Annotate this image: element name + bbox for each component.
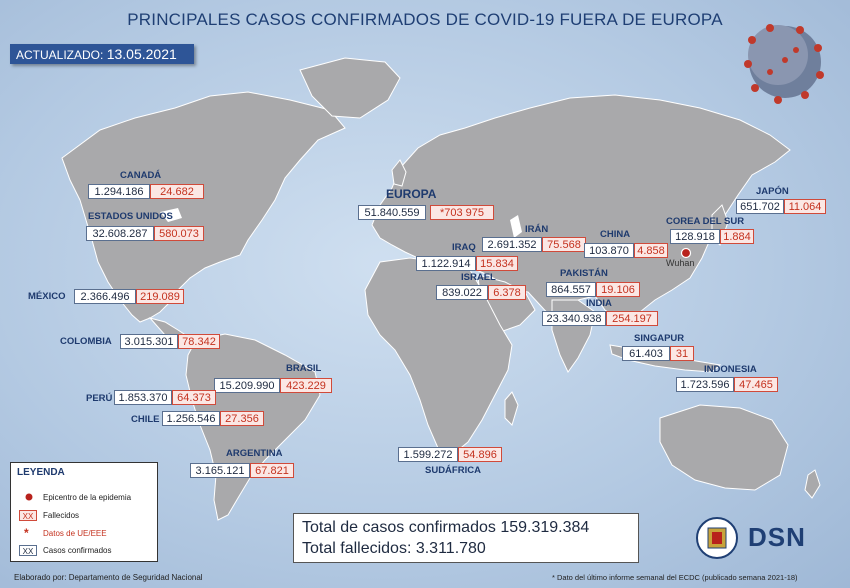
cases-singapur: 61.403	[622, 346, 670, 361]
cases-mexico: 2.366.496	[74, 289, 136, 304]
updated-label: ACTUALIZADO:	[16, 48, 104, 62]
region-name-india: INDIA	[586, 298, 612, 309]
africa-landmass	[364, 257, 513, 456]
cases-brasil: 15.209.990	[214, 378, 280, 393]
new-zealand-landmass	[804, 469, 821, 499]
cases-argentina: 3.165.121	[190, 463, 250, 478]
cases-sudafrica: 1.599.272	[398, 447, 458, 462]
deaths-singapur: 31	[670, 346, 694, 361]
deaths-sudafrica: 54.896	[458, 447, 502, 462]
region-name-pakistan: PAKISTÁN	[560, 268, 608, 279]
deaths-mexico: 219.089	[136, 289, 184, 304]
cases-indonesia: 1.723.596	[676, 377, 734, 392]
deaths-china: 4.858	[634, 243, 668, 258]
greenland-landmass	[299, 57, 401, 119]
deaths-usa: 580.073	[154, 226, 204, 241]
deaths-indonesia: 47.465	[734, 377, 778, 392]
australia-landmass	[659, 404, 789, 491]
north-america-landmass	[61, 91, 346, 323]
deaths-argentina: 67.821	[250, 463, 294, 478]
deaths-europa: *703 975	[430, 205, 494, 220]
region-name-argentina: ARGENTINA	[226, 448, 283, 459]
region-name-peru: PERÚ	[86, 393, 113, 404]
deaths-peru: 64.373	[172, 390, 216, 405]
deaths-chile: 27.356	[220, 411, 264, 426]
deaths-canada: 24.682	[150, 184, 204, 199]
cases-chile: 1.256.546	[162, 411, 220, 426]
deaths-pakistan: 19.106	[596, 282, 640, 297]
virus-illustration	[744, 24, 824, 104]
legend-deaths-swatch: XX	[19, 510, 37, 521]
cases-corea: 128.918	[670, 229, 720, 244]
cases-iran: 2.691.352	[482, 237, 542, 252]
cases-canada: 1.294.186	[88, 184, 150, 199]
region-name-canada: CANADÁ	[120, 170, 162, 181]
legend-cases-swatch: XX	[19, 545, 37, 556]
deaths-colombia: 78.342	[178, 334, 220, 349]
cases-europa: 51.840.559	[358, 205, 426, 220]
region-name-singapur: SINGAPUR	[634, 333, 685, 344]
cases-iraq: 1.122.914	[416, 256, 476, 271]
region-name-colombia: COLOMBIA	[60, 336, 112, 347]
south-america-landmass	[185, 333, 321, 521]
cases-israel: 839.022	[436, 285, 488, 300]
crest-logo	[696, 517, 738, 559]
region-name-brasil: BRASIL	[286, 363, 322, 374]
region-name-japon: JAPÓN	[756, 186, 789, 197]
wuhan-epicenter-dot	[680, 247, 692, 259]
updated-banner: ACTUALIZADO: 13.05.2021	[10, 44, 194, 64]
madagascar-landmass	[504, 391, 519, 426]
epicenter-legend-icon	[24, 492, 34, 502]
deaths-corea: 1.884	[720, 229, 754, 244]
legend-eu-label: Datos de UE/EEE	[43, 529, 107, 538]
region-name-usa: ESTADOS UNIDOS	[88, 211, 173, 222]
total-cases: Total de casos confirmados 159.319.384	[302, 519, 590, 536]
legend-eu-asterisk: *	[24, 526, 29, 540]
legend-panel: LEYENDA Epicentro de la epidemia XX Fall…	[10, 462, 158, 562]
region-name-indonesia: INDONESIA	[704, 364, 757, 375]
legend-cases-label: Casos confirmados	[43, 546, 112, 555]
totals-panel: Total de casos confirmados 159.319.384 T…	[293, 513, 639, 563]
cases-pakistan: 864.557	[546, 282, 596, 297]
deaths-iran: 75.568	[542, 237, 586, 252]
legend-epicenter-label: Epicentro de la epidemia	[43, 493, 132, 502]
map-title: PRINCIPALES CASOS CONFIRMADOS DE COVID-1…	[127, 10, 723, 29]
deaths-iraq: 15.834	[476, 256, 518, 271]
cases-india: 23.340.938	[542, 311, 606, 326]
updated-date: 13.05.2021	[106, 46, 177, 62]
total-deaths: Total fallecidos: 3.311.780	[302, 540, 486, 557]
region-name-iraq: IRAQ	[452, 242, 476, 253]
region-name-china: CHINA	[600, 229, 631, 240]
footer-credit: Elaborado por: Departamento de Seguridad…	[14, 573, 203, 582]
deaths-japon: 11.064	[784, 199, 826, 214]
cases-peru: 1.853.370	[114, 390, 172, 405]
legend-title: LEYENDA	[17, 467, 65, 478]
cases-colombia: 3.015.301	[120, 334, 178, 349]
footnote: * Dato del último informe semanal del EC…	[552, 573, 798, 582]
deaths-india: 254.197	[606, 311, 658, 326]
region-name-chile: CHILE	[131, 414, 160, 425]
cases-usa: 32.608.287	[86, 226, 154, 241]
cases-japon: 651.702	[736, 199, 784, 214]
wuhan-label: Wuhan	[666, 258, 695, 268]
deaths-brasil: 423.229	[280, 378, 332, 393]
deaths-israel: 6.378	[488, 285, 526, 300]
region-name-israel: ISRAEL	[461, 272, 496, 283]
cases-china: 103.870	[584, 243, 634, 258]
region-name-corea: COREA DEL SUR	[666, 216, 745, 227]
region-name-europa: EUROPA	[386, 187, 437, 201]
dsn-logo-text: DSN	[748, 522, 806, 552]
region-name-iran: IRÁN	[525, 224, 549, 235]
region-name-sudafrica: SUDÁFRICA	[425, 465, 481, 476]
uk-landmass	[391, 159, 407, 187]
region-name-mexico: MÉXICO	[28, 291, 66, 302]
legend-deaths-label: Fallecidos	[43, 511, 80, 520]
